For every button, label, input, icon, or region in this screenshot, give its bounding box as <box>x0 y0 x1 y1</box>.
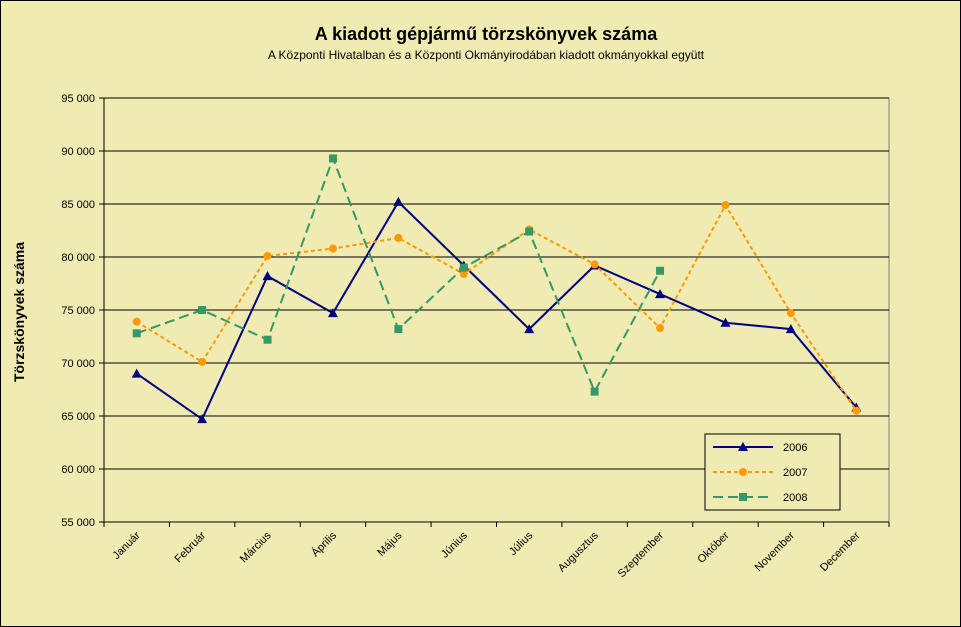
marker <box>656 266 665 275</box>
marker <box>327 308 338 318</box>
marker <box>524 324 535 334</box>
marker <box>394 325 403 334</box>
marker <box>590 387 599 396</box>
marker <box>738 442 748 451</box>
marker <box>132 317 141 326</box>
marker <box>525 227 534 236</box>
y-tick-label: 75 000 <box>61 305 95 317</box>
y-tick-label: 90 000 <box>61 146 95 158</box>
y-tick-label: 70 000 <box>61 358 95 370</box>
marker <box>198 357 207 366</box>
y-tick-label: 80 000 <box>61 252 95 264</box>
y-axis-label: Törzskönyvek száma <box>11 242 27 382</box>
y-tick-label: 95 000 <box>61 93 95 105</box>
marker <box>655 289 666 299</box>
marker <box>394 233 403 242</box>
marker <box>459 269 468 278</box>
marker <box>197 414 208 424</box>
y-tick-label: 60 000 <box>61 464 95 476</box>
chart-subtitle: A Központi Hivatalban és a Központi Okmá… <box>268 48 705 62</box>
legend-label: 2006 <box>783 442 807 454</box>
marker <box>393 196 404 206</box>
marker <box>720 317 731 327</box>
marker <box>721 201 730 210</box>
marker <box>262 271 273 281</box>
marker <box>328 244 337 253</box>
y-tick-label: 85 000 <box>61 199 95 211</box>
marker <box>852 406 861 415</box>
legend: 2006 2007 2008 <box>704 433 841 511</box>
y-tick-label: 55 000 <box>61 517 95 529</box>
marker <box>656 324 665 333</box>
marker <box>132 329 141 338</box>
marker <box>131 368 142 378</box>
marker <box>739 493 747 501</box>
marker <box>263 335 272 344</box>
marker <box>590 260 599 269</box>
series-line <box>136 200 858 421</box>
chart-title: A kiadott gépjármű törzskönyvek száma <box>315 24 658 44</box>
legend-label: 2007 <box>783 467 807 479</box>
marker <box>739 468 747 476</box>
legend-label: 2008 <box>783 492 807 504</box>
marker <box>263 251 272 260</box>
series-line <box>136 203 858 412</box>
marker <box>198 306 207 314</box>
marker <box>785 324 796 334</box>
y-tick-label: 65 000 <box>61 411 95 423</box>
marker <box>328 154 337 163</box>
marker <box>786 309 795 318</box>
marker <box>459 263 468 272</box>
